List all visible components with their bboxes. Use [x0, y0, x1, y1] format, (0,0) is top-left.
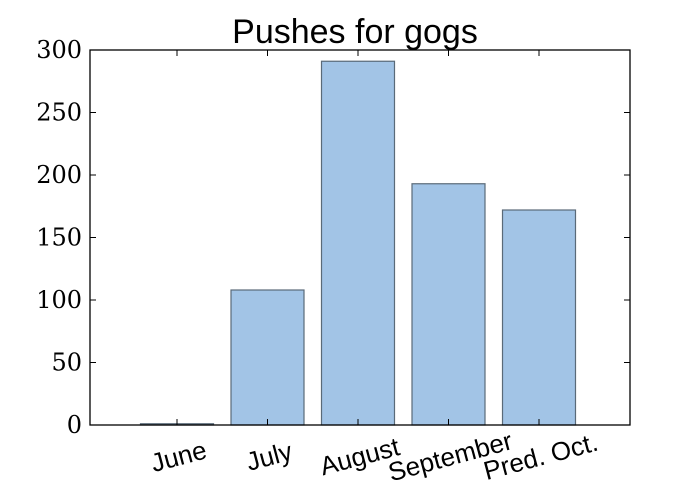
plot-frame	[89, 49, 631, 426]
y-tick-label: 250	[36, 99, 82, 127]
y-tick-label: 50	[51, 349, 82, 377]
y-tick-label: 150	[36, 224, 82, 252]
y-tick-label: 200	[36, 161, 82, 189]
y-tick-label: 300	[36, 36, 82, 64]
y-tick-label: 0	[67, 411, 82, 439]
y-axis: 0 50 100 150 200 250 300	[36, 36, 630, 439]
chart-title: Pushes for gogs	[232, 13, 478, 51]
bar-july	[230, 289, 305, 426]
x-tick-label: July	[243, 436, 295, 477]
bar-august	[320, 60, 396, 426]
x-tick-label: June	[148, 435, 210, 479]
bar-pred-oct	[501, 209, 577, 426]
bar-september	[411, 183, 486, 426]
bars-group	[139, 60, 577, 426]
y-tick-label: 100	[36, 286, 82, 314]
